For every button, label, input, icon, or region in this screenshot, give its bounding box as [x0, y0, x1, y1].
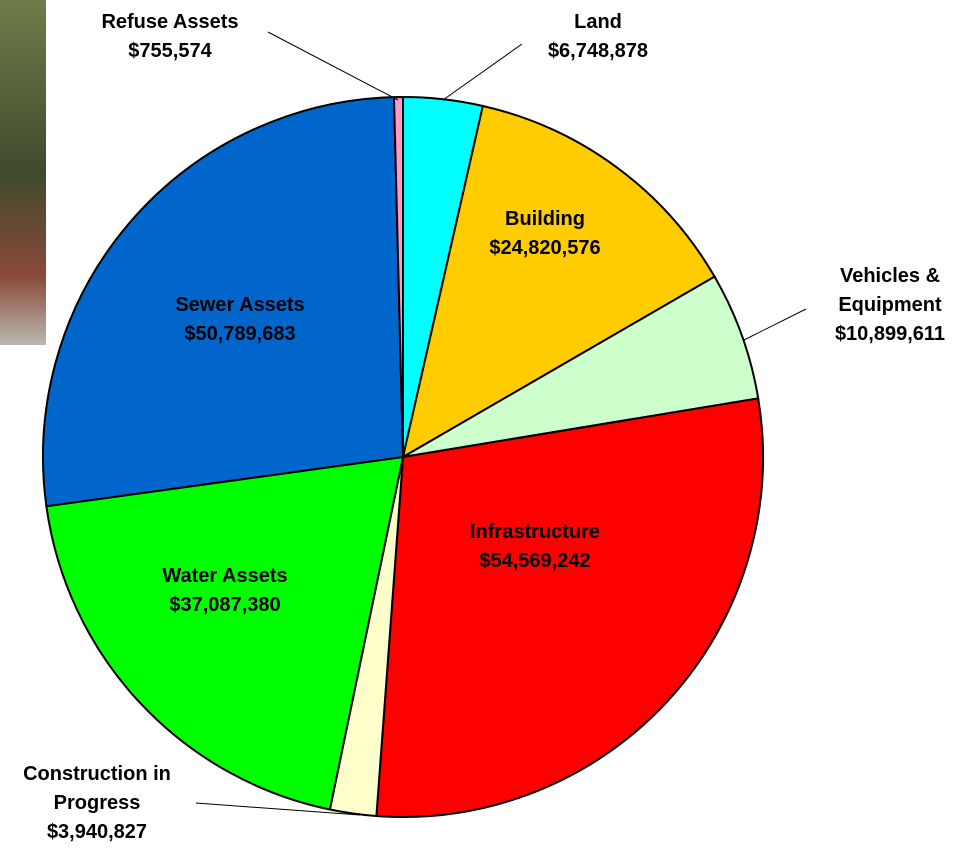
value-label: $24,820,576 — [489, 237, 601, 259]
value-label: $3,940,827 — [46, 821, 148, 843]
value-label: $54,569,242 — [479, 550, 591, 572]
category-label: Vehicles & Equipment — [838, 265, 942, 316]
pie-slice — [401, 104, 716, 460]
leader-line — [267, 31, 399, 101]
pie-slice — [392, 95, 404, 458]
value-label: $6,748,878 — [547, 40, 649, 62]
slice-label: Refuse Assets $755,574 — [70, 8, 270, 66]
slice-label: Sewer Assets $50,789,683 — [130, 291, 350, 349]
value-label: $50,789,683 — [184, 323, 296, 345]
pie-slice — [45, 455, 405, 811]
category-label: Sewer Assets — [175, 294, 305, 316]
slice-label: Building $24,820,576 — [445, 205, 645, 263]
slice-label: Infrastructure $54,569,242 — [425, 518, 645, 576]
slice-label: Vehicles & Equipment $10,899,611 — [815, 262, 965, 349]
leader-line — [442, 43, 523, 101]
value-label: $755,574 — [128, 40, 212, 62]
background-photo — [0, 0, 46, 345]
category-label: Refuse Assets — [101, 11, 239, 33]
leader-line — [195, 802, 361, 816]
slice-label: Construction in Progress $3,940,827 — [0, 760, 197, 847]
category-label: Construction in Progress — [23, 763, 171, 814]
value-label: $10,899,611 — [834, 323, 946, 345]
pie-slice — [375, 397, 764, 818]
leader-line — [743, 308, 807, 341]
category-label: Water Assets — [162, 565, 288, 587]
slice-label: Land $6,748,878 — [498, 8, 698, 66]
category-label: Building — [505, 208, 585, 230]
pie-slice — [42, 96, 405, 508]
category-label: Infrastructure — [469, 521, 601, 543]
value-label: $37,087,380 — [169, 594, 281, 616]
slice-label: Water Assets $37,087,380 — [115, 562, 335, 620]
category-label: Land — [574, 11, 622, 33]
pie-slice — [402, 275, 760, 458]
